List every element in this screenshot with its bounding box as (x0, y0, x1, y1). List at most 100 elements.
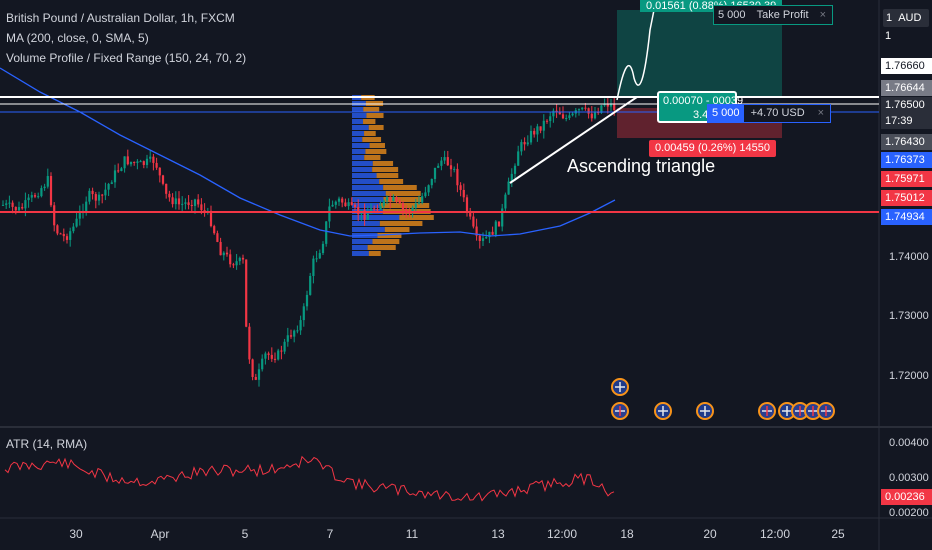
candle-body (555, 110, 558, 112)
candle-body (302, 306, 305, 321)
candle-body (69, 231, 72, 240)
candle-body (513, 165, 517, 174)
volume-profile-bar-up (352, 221, 380, 226)
candle-body (94, 194, 97, 201)
volume-profile-bar-up (352, 227, 385, 232)
candle-body (523, 142, 526, 145)
candle-body (549, 116, 552, 122)
candle-body (353, 204, 357, 208)
candle-body (517, 151, 520, 166)
candle-body (318, 253, 321, 259)
candle-body (174, 198, 177, 205)
candle-body (545, 120, 549, 122)
atr-legend[interactable]: ATR (14, RMA) (6, 437, 88, 451)
candle-body (155, 162, 158, 168)
candle-body (542, 120, 545, 131)
candle-body (14, 206, 17, 211)
volume-profile-bar-down (364, 155, 381, 160)
candle-body (376, 209, 379, 211)
candle-body (411, 207, 414, 212)
close-icon[interactable]: × (817, 107, 824, 119)
volume-profile-bar-up (352, 197, 384, 202)
candle-body (414, 203, 417, 208)
volume-profile-bar-up (352, 161, 373, 166)
candle-body (449, 165, 453, 170)
projection-path[interactable] (616, 4, 656, 101)
candle-body (27, 197, 30, 201)
ascending-triangle-label[interactable]: Ascending triangle (567, 156, 716, 176)
candle-body (177, 198, 181, 205)
candle-body (373, 208, 376, 210)
candle-body (251, 359, 254, 378)
volume-profile-bar-down (379, 221, 423, 226)
candle-body (56, 225, 59, 234)
candle-body (133, 161, 136, 163)
candle-body (520, 142, 523, 152)
candle-body (37, 196, 40, 198)
atr-line[interactable] (4, 455, 615, 502)
candle-body (350, 202, 353, 205)
volume-profile-bar-up (352, 191, 386, 196)
volume-profile-bar-down (362, 137, 382, 142)
price-tag: 17:39 (881, 113, 932, 129)
candle-body (1, 204, 5, 206)
candle-body (33, 195, 37, 197)
candle-body (53, 205, 56, 226)
time-tick: 13 (491, 527, 505, 541)
currency-label: AUD (898, 12, 922, 24)
volume-profile-bar-down (368, 251, 381, 256)
currency-selector[interactable]: 1 AUD 1 (883, 9, 929, 42)
candle-body (184, 202, 187, 204)
candle-body (248, 326, 251, 360)
candle-body (261, 358, 264, 370)
candle-body (75, 218, 78, 227)
candle-body (110, 182, 113, 184)
candle-body (72, 226, 75, 232)
entry-line-2: 3.4 (693, 109, 709, 121)
time-tick: 11 (405, 527, 419, 541)
volume-profile[interactable] (352, 95, 434, 256)
position-order[interactable]: 5 000 +4.70 USD × (707, 104, 831, 123)
candle-body (264, 353, 267, 359)
candle-body (225, 252, 229, 255)
candle-body (395, 197, 398, 201)
economic-events[interactable] (611, 378, 835, 420)
candle-body (219, 241, 222, 256)
candle-body (539, 126, 542, 131)
candle-body (347, 202, 350, 207)
ma-200-line[interactable] (0, 67, 616, 237)
volume-profile-legend[interactable]: Volume Profile / Fixed Range (150, 24, 7… (6, 51, 247, 65)
candle-body (197, 199, 200, 205)
candle-body (491, 231, 494, 235)
candle-body (117, 170, 120, 172)
candle-body (152, 156, 155, 163)
candle-body (181, 203, 184, 205)
candle-body (59, 233, 62, 235)
volume-profile-bar-down (384, 227, 410, 232)
candle-body (289, 335, 293, 337)
candles[interactable] (1, 96, 616, 387)
candle-body (417, 202, 421, 204)
price-tag: 1.76660 (881, 58, 932, 74)
volume-profile-bar-up (352, 131, 365, 136)
ma-legend[interactable]: MA (200, close, 0, SMA, 5) (6, 31, 149, 45)
price-tag: 1.76644 (881, 80, 932, 96)
candle-body (136, 161, 139, 163)
candle-body (5, 203, 8, 205)
price-tag: 1.76373 (881, 152, 932, 168)
candle-body (193, 199, 197, 206)
candle-body (561, 114, 565, 119)
candle-body (424, 192, 427, 197)
take-profit-order[interactable]: 5 000 Take Profit × (713, 5, 833, 25)
volume-profile-bar-up (352, 173, 377, 178)
symbol-legend[interactable]: British Pound / Australian Dollar, 1h, F… (6, 11, 235, 25)
triangle-trendline[interactable] (509, 96, 638, 184)
candle-body (21, 207, 24, 209)
close-icon[interactable]: × (819, 9, 826, 21)
stop-label[interactable]: 0.00459 (0.26%) 14550 (649, 140, 776, 157)
candle-body (533, 130, 536, 135)
price-tag: 1.74934 (881, 209, 932, 225)
candle-body (427, 185, 430, 193)
